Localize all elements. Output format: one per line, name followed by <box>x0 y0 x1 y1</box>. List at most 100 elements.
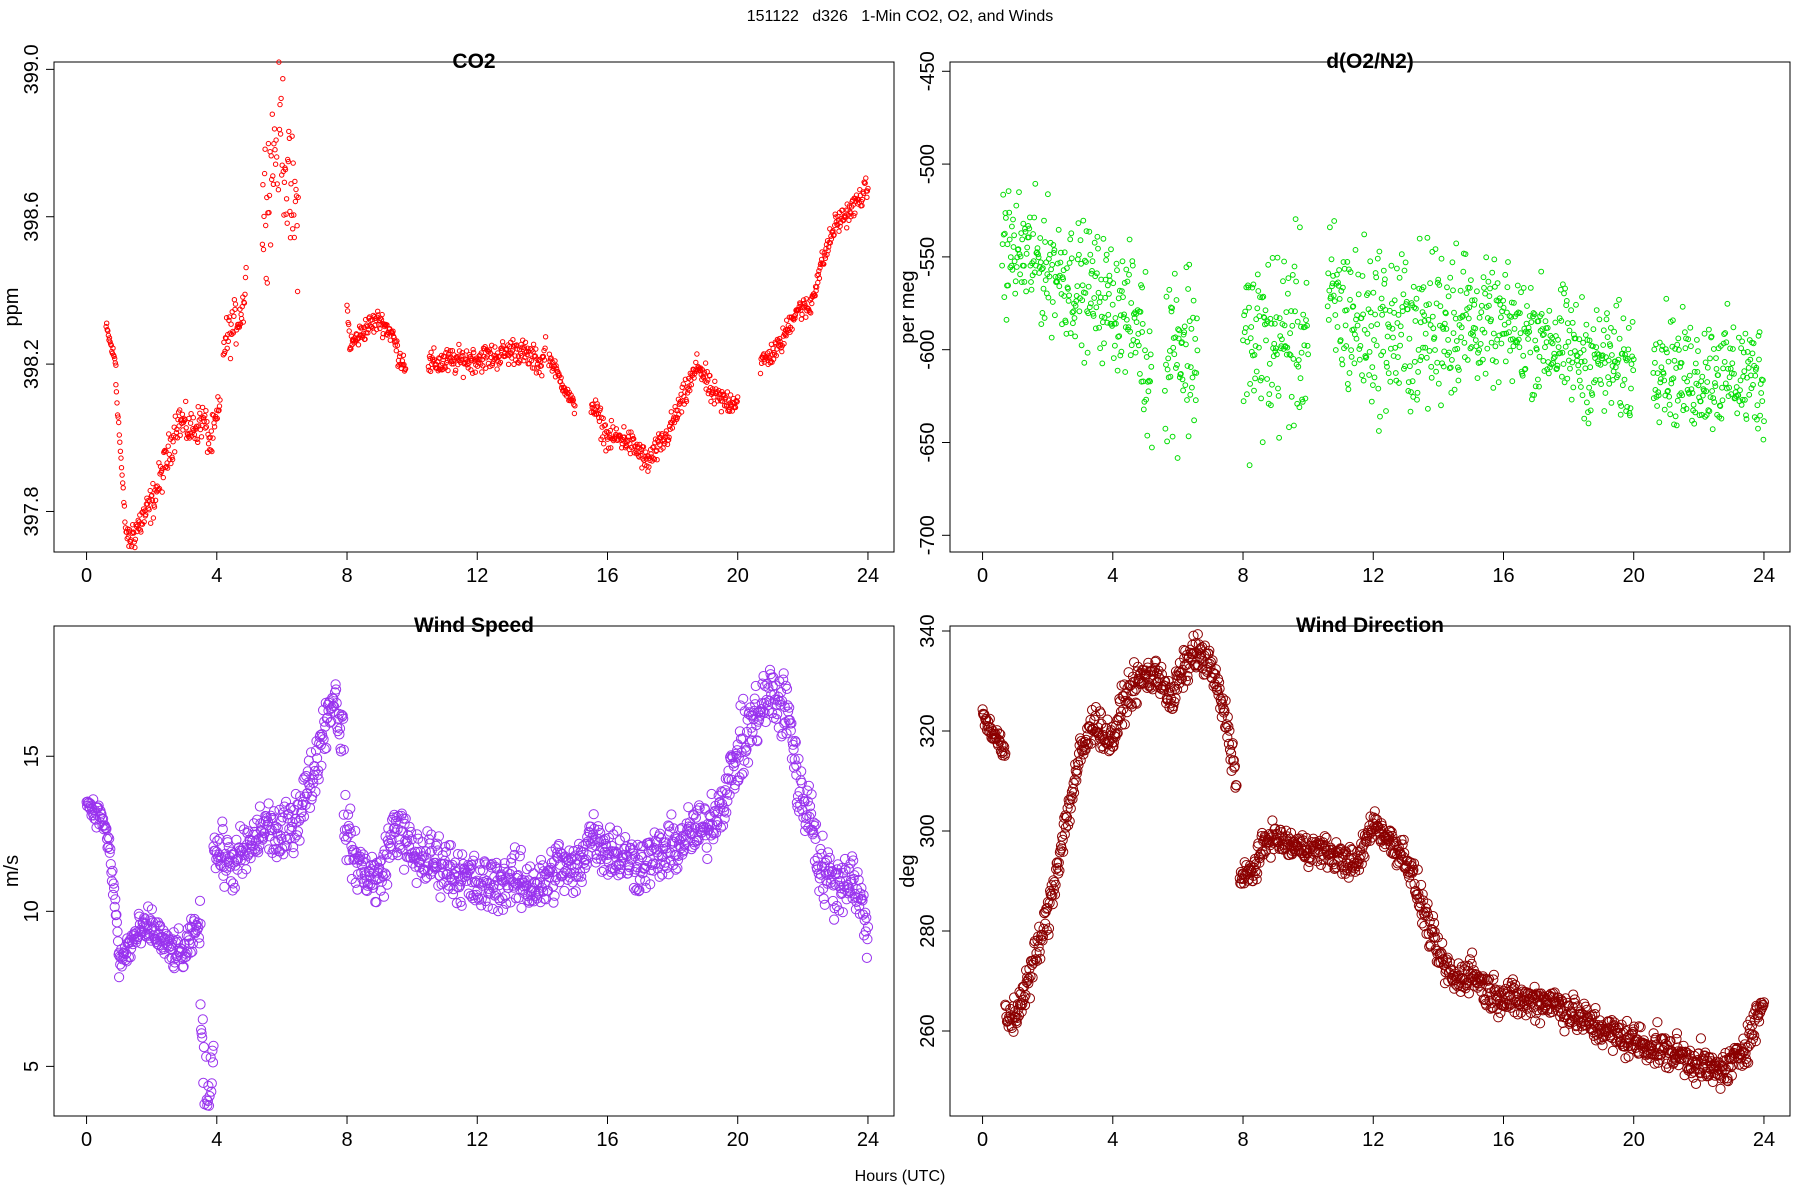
co2-point <box>608 445 614 451</box>
o2n2-point <box>1582 332 1589 338</box>
co2-point <box>288 181 294 187</box>
co2-point <box>225 338 232 344</box>
wind-speed-point <box>860 926 871 937</box>
o2n2-point <box>1275 393 1282 399</box>
wind-speed-point <box>187 946 198 957</box>
o2n2-point <box>1533 346 1540 353</box>
wind-speed-point <box>622 868 634 879</box>
o2n2-point <box>1420 284 1427 291</box>
co2-point <box>848 213 854 220</box>
o2n2-point <box>1117 352 1124 359</box>
co2-point <box>260 182 266 188</box>
o2n2-point <box>1609 363 1616 369</box>
o2n2-point <box>1440 363 1447 370</box>
co2-point <box>460 374 466 381</box>
o2n2-point <box>1590 326 1597 333</box>
wind-speed-point <box>389 822 400 833</box>
co2-point <box>113 362 119 368</box>
o2n2-point <box>1622 351 1628 358</box>
o2n2-point <box>1106 291 1112 297</box>
wind-speed-point <box>707 827 718 838</box>
co2-point <box>650 444 656 451</box>
o2n2-point <box>1750 382 1756 388</box>
co2-point <box>634 441 640 447</box>
o2n2-point <box>1658 364 1665 371</box>
wind-speed-point <box>111 909 122 920</box>
wind-direction-point <box>1077 737 1088 749</box>
co2-point <box>712 378 718 384</box>
o2n2-point <box>1573 301 1579 308</box>
o2n2-point <box>1285 290 1291 297</box>
o2n2-point <box>1330 273 1336 279</box>
wind-speed-x-tick-label: 0 <box>81 1129 92 1151</box>
co2-point <box>149 497 156 503</box>
o2n2-point <box>1392 370 1399 376</box>
wind-direction-point <box>1344 841 1355 853</box>
o2n2-point <box>1719 397 1726 404</box>
o2n2-point <box>1034 245 1041 252</box>
o2n2-point <box>1378 295 1385 302</box>
co2-point <box>267 242 274 248</box>
co2-point <box>732 404 739 411</box>
co2-point <box>393 348 399 354</box>
co2-point <box>282 166 289 173</box>
co2-point <box>294 223 300 229</box>
o2n2-point <box>1103 257 1109 263</box>
wind-direction-point <box>1037 931 1049 942</box>
o2n2-point <box>1616 335 1623 342</box>
co2-point <box>163 448 169 455</box>
wind-direction-point <box>1267 837 1279 848</box>
o2n2-point <box>1344 381 1351 387</box>
co2-point <box>169 456 176 463</box>
wind-speed-point <box>860 907 871 918</box>
wind-direction-point <box>1048 884 1060 895</box>
o2n2-point <box>1005 282 1011 289</box>
o2n2-point <box>1276 434 1282 441</box>
o2n2-point <box>1697 398 1704 405</box>
co2-point <box>270 181 277 188</box>
o2n2-point <box>1568 396 1575 403</box>
wind-speed-point <box>482 901 493 912</box>
o2n2-point <box>1367 309 1374 316</box>
o2n2-point <box>1330 292 1337 299</box>
wind-direction-point <box>1208 667 1219 679</box>
wind-speed-point <box>719 813 730 824</box>
o2n2-point <box>1262 307 1269 314</box>
o2n2-point <box>1606 380 1613 387</box>
o2n2-point <box>1692 409 1699 416</box>
o2n2-point <box>1687 324 1694 331</box>
o2n2-point <box>1094 270 1100 277</box>
o2n2-point <box>1099 360 1106 367</box>
wind-speed-point <box>344 823 355 834</box>
wind-speed-point <box>578 847 589 858</box>
wind-direction-point <box>1049 889 1061 900</box>
o2n2-point <box>1525 336 1531 342</box>
wind-speed-point <box>338 744 349 755</box>
wind-direction-point <box>1269 824 1280 835</box>
o2n2-point <box>1286 351 1293 358</box>
o2n2-point <box>1430 325 1437 332</box>
o2n2-point <box>1006 236 1013 243</box>
o2n2-point <box>1360 377 1367 384</box>
wind-direction-point <box>1395 849 1407 861</box>
o2n2-point <box>1741 368 1748 375</box>
co2-point <box>542 345 548 351</box>
o2n2-point <box>1730 324 1737 331</box>
o2n2-point <box>1426 348 1433 354</box>
wind-direction-point <box>1412 864 1423 875</box>
o2n2-point <box>1610 377 1616 383</box>
o2n2-point <box>1457 287 1464 294</box>
wind-direction-point <box>1034 946 1045 957</box>
o2n2-point <box>1654 370 1661 377</box>
o2n2-point <box>1028 279 1034 285</box>
wind-speed-point <box>664 821 675 832</box>
o2n2-point <box>1432 347 1438 353</box>
o2n2-point <box>1468 344 1475 350</box>
o2n2-point <box>1438 255 1445 262</box>
wind-speed-point <box>664 826 675 837</box>
wind-speed-x-tick-label: 24 <box>857 1129 879 1151</box>
o2n2-point <box>1399 304 1406 310</box>
wind-direction-point <box>1509 1007 1520 1018</box>
co2-point <box>800 297 807 303</box>
co2-point <box>266 192 273 199</box>
